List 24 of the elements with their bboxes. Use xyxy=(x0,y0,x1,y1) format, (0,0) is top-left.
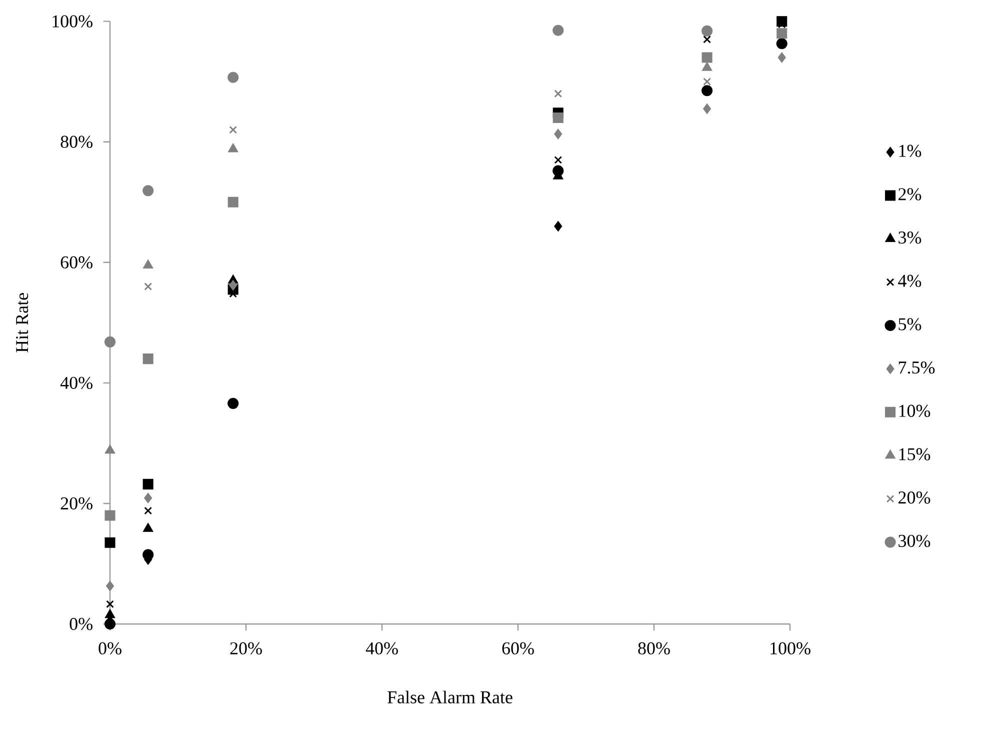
legend-label: 5% xyxy=(898,318,922,330)
legend-label: 10% xyxy=(899,404,930,418)
y-tick-label: 0% xyxy=(70,618,92,630)
y-tick-label: 20% xyxy=(60,497,92,510)
x-tick-label: 0% xyxy=(98,642,122,654)
y-tick-label: 100% xyxy=(52,15,92,28)
x-tick-label: 20% xyxy=(230,642,262,654)
x-axis-title: False Alarm Rate xyxy=(388,690,512,704)
y-axis-title: Hit Rate xyxy=(16,293,28,352)
x-tick-label: 80% xyxy=(638,642,670,654)
x-tick-label: 100% xyxy=(770,642,810,654)
y-tick-label: 60% xyxy=(60,256,92,268)
legend-label: 15% xyxy=(899,448,930,460)
x-tick-label: 40% xyxy=(366,642,398,654)
x-tick-label: 60% xyxy=(502,642,534,654)
legend-label: 4% xyxy=(898,274,922,288)
legend-label: 1% xyxy=(899,144,922,157)
legend-label: 30% xyxy=(898,534,930,548)
legend-label: 7.5% xyxy=(898,361,935,374)
y-tick-label: 80% xyxy=(60,136,92,148)
legend-label: 20% xyxy=(898,491,930,504)
legend-label: 2% xyxy=(898,188,922,200)
legend-label: 3% xyxy=(898,231,922,244)
y-tick-label: 40% xyxy=(60,376,92,390)
